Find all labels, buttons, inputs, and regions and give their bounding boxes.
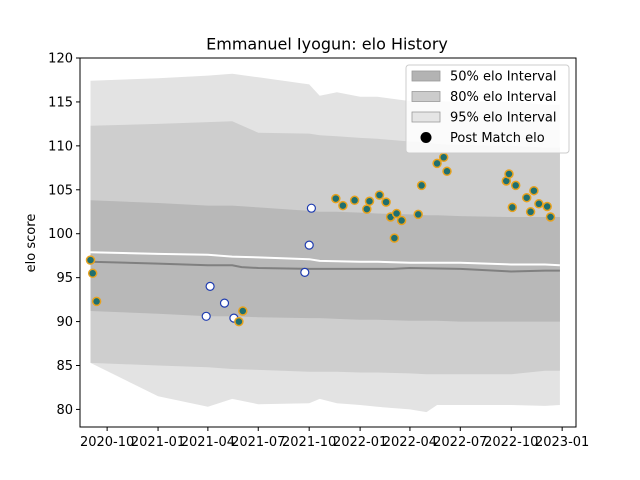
post-match-point	[374, 190, 385, 200]
post-match-point	[545, 212, 556, 222]
legend-label: 50% elo Interval	[450, 70, 557, 85]
x-axis: 2020-102021-012021-042021-072021-102022-…	[80, 427, 589, 450]
x-tick-label: 2021-04	[181, 435, 235, 450]
legend-label: 80% elo Interval	[450, 90, 557, 105]
post-match-point	[438, 152, 449, 163]
legend-marker	[420, 132, 432, 143]
open-point	[205, 281, 215, 291]
post-match-point	[534, 199, 544, 209]
plot-frame	[79, 57, 577, 428]
y-tick-label: 120	[48, 52, 73, 67]
y-axis: 80 85 90 95 100 105 110 115 120	[48, 52, 80, 418]
chart-title: Emmanuel Iyogun: elo History	[206, 35, 448, 54]
post-match-point	[504, 169, 514, 179]
y-tick-label: 110	[48, 139, 73, 154]
open-point	[304, 240, 314, 250]
post-match-point	[525, 207, 536, 217]
post-match-point	[442, 166, 452, 177]
y-tick-label: 105	[48, 183, 73, 198]
x-tick-label: 2022-07	[433, 435, 487, 450]
post-match-point	[338, 200, 348, 211]
match-points	[85, 152, 556, 327]
post-match-point	[396, 215, 407, 226]
post-match-point	[381, 197, 391, 207]
post-match-point	[349, 195, 360, 206]
post-match-point	[389, 233, 400, 243]
legend-label: 95% elo Interval	[450, 111, 557, 126]
post-match-point	[432, 158, 442, 169]
post-match-point	[362, 204, 372, 214]
x-tick-label: 2022-10	[484, 435, 538, 450]
post-match-point	[521, 192, 532, 203]
legend-swatch	[411, 70, 441, 82]
y-axis-label: elo score	[24, 214, 39, 273]
legend-swatch	[411, 111, 441, 123]
open-point	[300, 267, 310, 277]
y-tick-label: 115	[48, 95, 73, 110]
median-elo-line	[90, 260, 560, 273]
post-match-point	[413, 209, 423, 220]
post-match-point	[529, 185, 539, 196]
post-match-point	[238, 306, 248, 316]
post-match-point	[331, 193, 341, 204]
post-match-point	[542, 201, 552, 212]
post-match-point	[364, 196, 375, 206]
post-match-point	[507, 202, 518, 213]
y-tick-label: 90	[56, 315, 73, 330]
x-tick-label: 2021-01	[131, 435, 185, 450]
legend-label: Post Match elo	[450, 131, 545, 146]
x-tick-label: 2020-10	[80, 435, 134, 450]
post-match-point	[391, 208, 402, 219]
x-tick-label: 2022-04	[383, 435, 437, 450]
open-point	[219, 298, 230, 308]
post-match-point	[510, 180, 521, 191]
trend-lines	[90, 251, 560, 273]
x-tick-label: 2021-10	[282, 435, 336, 450]
y-tick-label: 85	[56, 359, 73, 374]
legend: 50% elo Interval 80% elo Interval 95% elo …	[405, 64, 570, 154]
open-point	[306, 203, 316, 213]
y-tick-label: 95	[56, 271, 73, 286]
post-match-point	[234, 316, 244, 327]
y-tick-label: 100	[48, 227, 73, 242]
x-tick-label: 2021-07	[231, 435, 285, 450]
x-tick-label: 2023-01	[535, 435, 589, 450]
post-match-point	[85, 255, 96, 265]
post-match-point	[91, 296, 102, 307]
legend-swatch	[411, 91, 441, 102]
x-tick-label: 2022-01	[333, 435, 387, 450]
open-point	[201, 311, 211, 321]
legend-box	[405, 64, 570, 154]
post-match-point	[87, 268, 98, 279]
post-match-point	[416, 180, 427, 191]
mean-elo-line	[90, 251, 560, 267]
y-tick-label: 80	[56, 403, 73, 418]
